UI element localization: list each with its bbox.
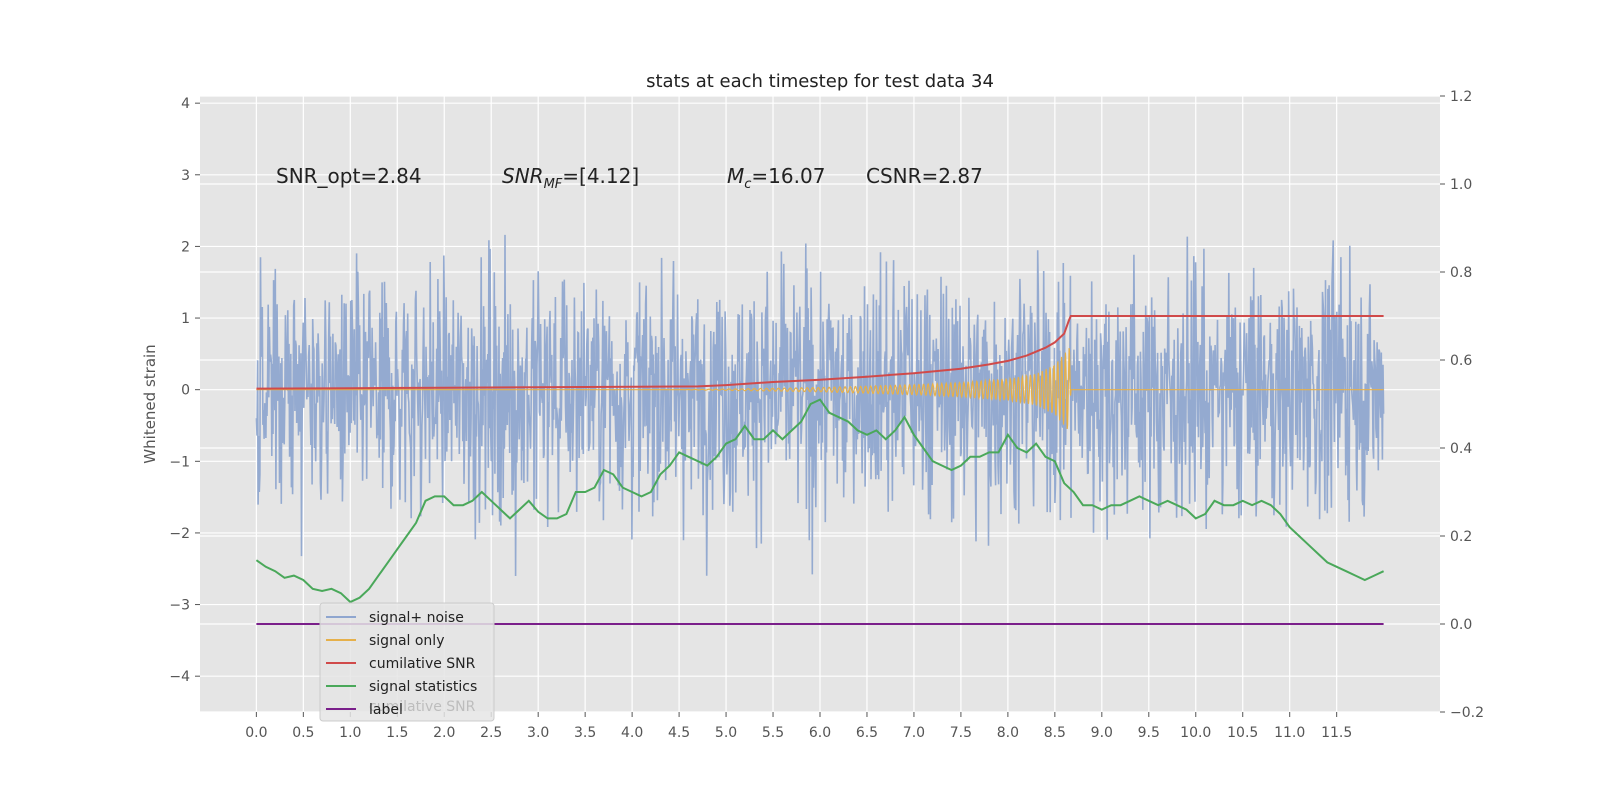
legend-box xyxy=(319,602,495,722)
x-tick-label: 3.5 xyxy=(574,725,596,741)
line-cumilative-snr xyxy=(256,315,1384,390)
legend-label: cumilative SNR xyxy=(369,656,476,672)
legend-label: signal+ noise xyxy=(369,610,464,626)
y-tick-label-left: 4 xyxy=(181,96,190,112)
x-tick-label: 0.5 xyxy=(292,725,314,741)
x-tick-label: 8.0 xyxy=(997,725,1019,741)
x-tick-label: 2.5 xyxy=(480,725,502,741)
x-tick-label: 5.5 xyxy=(762,725,784,741)
x-tick-label: 4.5 xyxy=(668,725,690,741)
y-tick-label-left: 2 xyxy=(181,239,190,255)
legend-label: label xyxy=(369,702,403,718)
x-tick-label: 9.5 xyxy=(1138,725,1160,741)
y-tick-label-right: 0.6 xyxy=(1450,353,1472,369)
y-tick-label-right: 0.2 xyxy=(1450,529,1472,545)
y-tick-label-left: 1 xyxy=(181,311,190,327)
x-tick-label: 11.0 xyxy=(1274,725,1305,741)
x-tick-label: 4.0 xyxy=(621,725,643,741)
y-tick-label-right: 0.4 xyxy=(1450,441,1472,457)
x-tick-label: 7.5 xyxy=(950,725,972,741)
ticks: 0.0 0.5 1.0 1.5 2.0 2.5 3.0 3.5 4.0 4.5 5.0 5.5 6.0 6… xyxy=(169,89,1484,741)
x-tick-label: 8.5 xyxy=(1044,725,1066,741)
annotation-snr-opt: SNR_opt=2.84 xyxy=(276,164,422,188)
series-signal-noise xyxy=(255,234,1385,577)
y-tick-label-left: −2 xyxy=(169,526,190,542)
x-tick-label: 1.0 xyxy=(339,725,361,741)
legend-label: signal only xyxy=(369,633,444,649)
signal-only-line xyxy=(256,348,1384,430)
y-tick-label-left: 3 xyxy=(181,168,190,184)
y-tick-label-left: 0 xyxy=(181,383,190,399)
noise-line xyxy=(255,234,1385,577)
y-tick-label-right: 0.0 xyxy=(1450,617,1472,633)
y-tick-label-right: 1.0 xyxy=(1450,177,1472,193)
x-tick-label: 10.0 xyxy=(1180,725,1211,741)
x-tick-label: 6.5 xyxy=(856,725,878,741)
x-tick-label: 9.0 xyxy=(1091,725,1113,741)
legend-label: signal statistics xyxy=(369,679,477,695)
y-tick-label-right: 1.2 xyxy=(1450,89,1472,105)
legend: cumilative SNR signal+ noise signal only c… xyxy=(319,602,495,722)
chart-title: stats at each timestep for test data 34 xyxy=(646,71,994,92)
y-tick-label-left: −1 xyxy=(169,454,190,470)
annotation-csnr: CSNR=2.87 xyxy=(866,164,983,188)
x-tick-label: 7.0 xyxy=(903,725,925,741)
series-signal-only xyxy=(256,348,1384,430)
y-tick-label-left: −4 xyxy=(169,669,190,685)
y-tick-label-right: 0.8 xyxy=(1450,265,1472,281)
line-signal-statistics xyxy=(255,398,1385,604)
x-tick-label: 5.0 xyxy=(715,725,737,741)
x-tick-label: 11.5 xyxy=(1321,725,1352,741)
x-tick-label: 1.5 xyxy=(386,725,408,741)
annotations: SNR_opt=2.84 SNRMF=[4.12] Mc=16.07 CSNR=… xyxy=(276,164,983,192)
y-axis-label: Whitened strain xyxy=(141,344,159,463)
legend-ghost-text: cumilative SNR xyxy=(369,699,476,715)
x-tick-label: 6.0 xyxy=(809,725,831,741)
y-tick-label-left: −3 xyxy=(169,598,190,614)
x-tick-label: 0.0 xyxy=(245,725,267,741)
annotation-snr-mf: SNRMF=[4.12] xyxy=(502,164,639,192)
y-tick-label-right: −0.2 xyxy=(1450,705,1484,721)
x-tick-label: 2.0 xyxy=(433,725,455,741)
x-tick-label: 10.5 xyxy=(1227,725,1258,741)
x-tick-label: 3.0 xyxy=(527,725,549,741)
annotation-mc: Mc=16.07 xyxy=(727,164,825,192)
